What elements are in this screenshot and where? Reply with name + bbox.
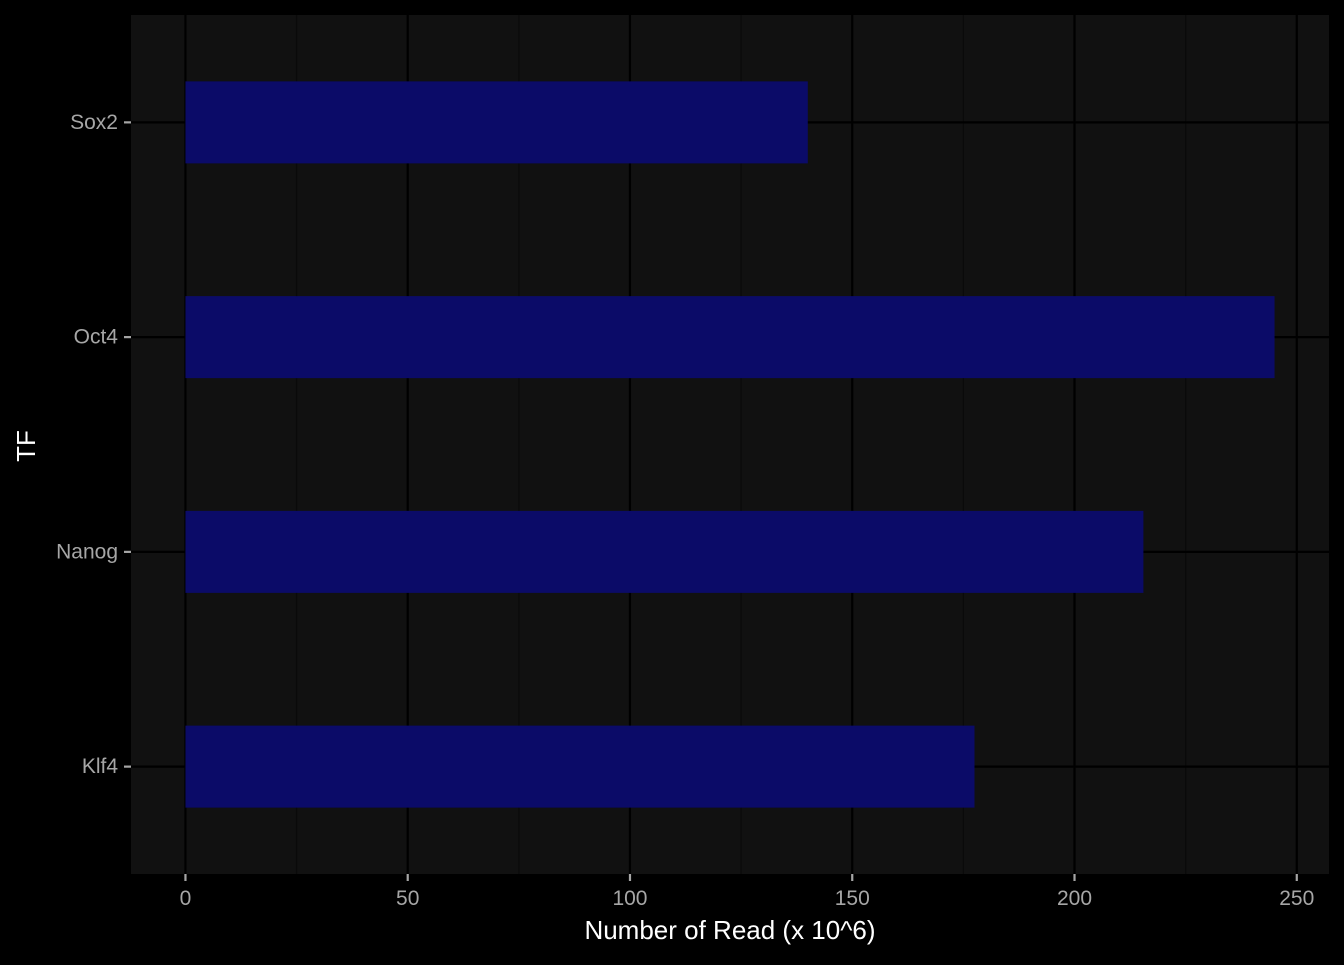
x-tick-label: 0 (180, 887, 192, 910)
y-tick-label: Klf4 (82, 755, 119, 778)
x-tick-labels: 0 50 100 150 200 250 (180, 887, 1315, 910)
y-tick-label: Sox2 (70, 111, 118, 134)
bar-oct4 (185, 296, 1275, 379)
axis-ticks (124, 121, 1298, 881)
bars (185, 81, 1275, 808)
x-axis-title: Number of Read (x 10^6) (584, 915, 875, 945)
x-tick-label: 100 (612, 887, 647, 910)
x-tick-label: 250 (1279, 887, 1314, 910)
y-tick-label: Oct4 (74, 326, 119, 349)
x-tick-label: 200 (1057, 887, 1092, 910)
x-tick-label: 50 (396, 887, 419, 910)
x-tick-label: 150 (835, 887, 870, 910)
y-tick-label: Nanog (56, 540, 118, 563)
y-axis-title: TF (11, 430, 41, 462)
y-tick-labels: Klf4 Nanog Oct4 Sox2 (56, 111, 118, 778)
bar-sox2 (185, 81, 808, 164)
bar-nanog (185, 510, 1144, 593)
bar-klf4 (185, 725, 975, 808)
